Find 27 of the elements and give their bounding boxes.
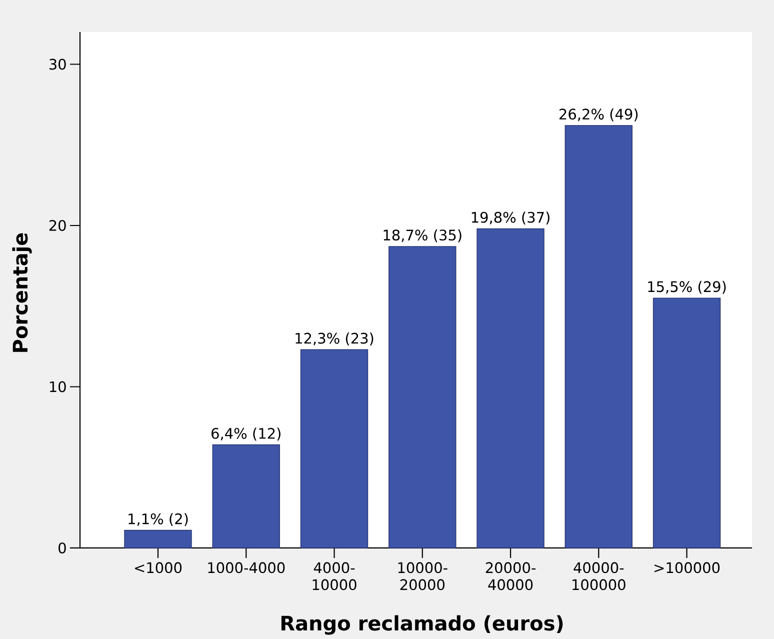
x-tick-label: <1000 xyxy=(135,562,182,574)
data-label: 18,7% (35) xyxy=(384,229,462,242)
x-tick-label: 20000-40000 xyxy=(486,562,536,590)
bar xyxy=(212,444,280,548)
x-tick-label: >100000 xyxy=(654,562,720,574)
bar xyxy=(476,228,544,548)
bar xyxy=(652,298,721,548)
x-tick-label: 10000-20000 xyxy=(398,562,448,590)
x-tick-label: 40000-100000 xyxy=(572,562,626,590)
y-tick-label: 30 xyxy=(49,58,66,70)
data-label: 19,8% (37) xyxy=(472,212,550,225)
x-tick-label: 1000-4000 xyxy=(208,562,285,574)
bar xyxy=(300,349,368,548)
y-axis-title: Porcentaje xyxy=(12,233,32,352)
y-tick-label: 10 xyxy=(50,381,66,392)
data-label: 1,1% (2) xyxy=(128,513,188,526)
data-label: 26,2% (49) xyxy=(560,108,638,122)
data-label: 6,4% (12) xyxy=(212,428,280,441)
x-tick-label: 4000-10000 xyxy=(312,562,356,590)
x-axis-title: Rango reclamado (euros) xyxy=(281,615,563,635)
bar xyxy=(564,125,632,548)
data-label: 12,3% (23) xyxy=(296,332,374,346)
y-tick-label: 20 xyxy=(49,220,66,231)
bar xyxy=(388,246,456,548)
data-label: 15,5% (29) xyxy=(648,280,726,294)
y-tick-label: 0 xyxy=(58,542,66,554)
bar xyxy=(124,530,192,548)
